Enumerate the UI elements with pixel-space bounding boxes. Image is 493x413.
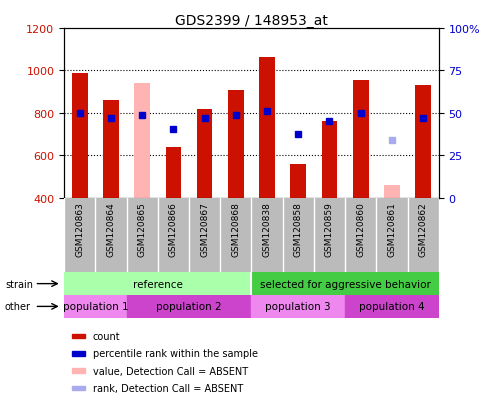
Text: reference: reference [133, 279, 183, 289]
Bar [290, 164, 306, 198]
Bar [103, 101, 119, 198]
Bar [197, 109, 212, 198]
Text: GSM120860: GSM120860 [356, 202, 365, 257]
Text: GSM120863: GSM120863 [75, 202, 84, 257]
Bar [71, 351, 85, 356]
Text: strain: strain [5, 279, 33, 289]
Text: GSM120861: GSM120861 [387, 202, 396, 257]
Bar [71, 386, 85, 390]
Text: population 2: population 2 [156, 301, 222, 312]
Text: GSM120866: GSM120866 [169, 202, 178, 257]
Text: value, Detection Call = ABSENT: value, Detection Call = ABSENT [93, 366, 247, 376]
Text: GSM120868: GSM120868 [231, 202, 240, 257]
Bar [384, 185, 400, 198]
Bar [321, 122, 337, 198]
Bar [259, 57, 275, 198]
Text: rank, Detection Call = ABSENT: rank, Detection Call = ABSENT [93, 383, 243, 393]
Bar [228, 90, 244, 198]
Text: GSM120867: GSM120867 [200, 202, 209, 257]
Bar [345, 295, 439, 318]
Text: population 3: population 3 [265, 301, 331, 312]
Title: GDS2399 / 148953_at: GDS2399 / 148953_at [175, 14, 328, 28]
Bar [353, 81, 368, 198]
Text: percentile rank within the sample: percentile rank within the sample [93, 349, 257, 358]
Bar [166, 147, 181, 198]
Text: population 4: population 4 [359, 301, 425, 312]
Bar [127, 295, 251, 318]
Text: GSM120838: GSM120838 [263, 202, 272, 257]
Bar [72, 74, 88, 198]
Text: GSM120858: GSM120858 [294, 202, 303, 257]
Text: population 1: population 1 [63, 301, 128, 312]
Text: GSM120859: GSM120859 [325, 202, 334, 257]
Bar [71, 334, 85, 339]
Bar [64, 273, 251, 295]
Text: selected for aggressive behavior: selected for aggressive behavior [260, 279, 430, 289]
Bar [64, 295, 127, 318]
Bar [251, 273, 439, 295]
Bar [71, 368, 85, 373]
Text: count: count [93, 331, 120, 341]
Text: other: other [5, 301, 31, 312]
Bar [134, 84, 150, 198]
Text: GSM120862: GSM120862 [419, 202, 427, 256]
Bar [251, 295, 345, 318]
Text: GSM120865: GSM120865 [138, 202, 146, 257]
Bar [415, 86, 431, 198]
Text: GSM120864: GSM120864 [106, 202, 115, 256]
